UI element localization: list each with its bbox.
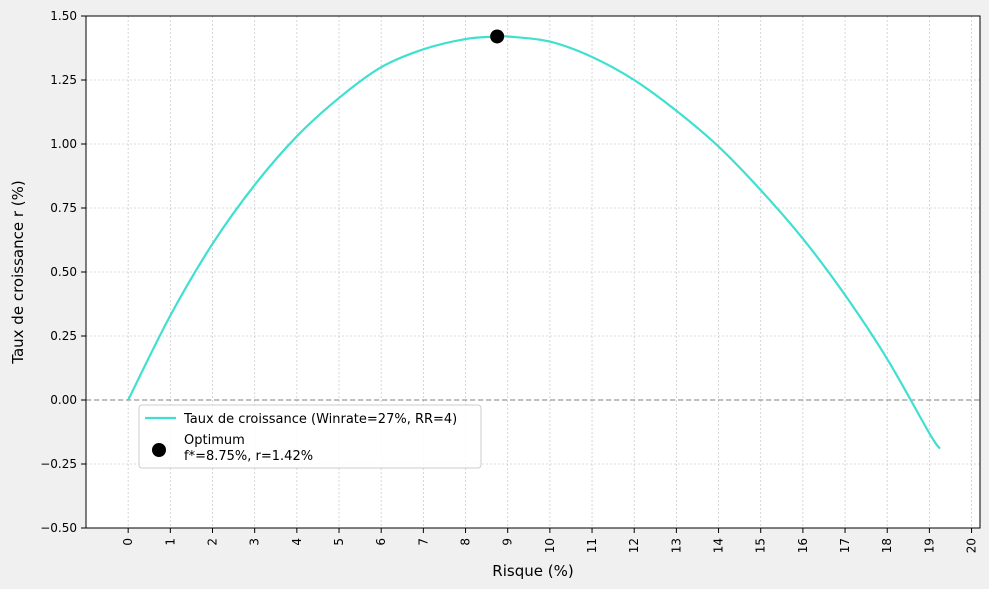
y-tick-label: 1.50 — [50, 9, 77, 23]
x-tick-label: 6 — [374, 538, 388, 546]
y-tick-label: 1.25 — [50, 73, 77, 87]
plot-frame — [85, 15, 981, 529]
x-tick-label: 8 — [459, 538, 473, 546]
legend: Taux de croissance (Winrate=27%, RR=4) O… — [138, 404, 482, 469]
x-tick-label: 10 — [543, 538, 557, 553]
x-tick-label: 1 — [163, 538, 177, 546]
x-tick-label: 9 — [501, 538, 515, 546]
x-tick-label: 16 — [796, 538, 810, 553]
x-tick-label: 19 — [922, 538, 936, 553]
y-tick-label: 0.25 — [50, 329, 77, 343]
growth-rate-line — [127, 34, 941, 450]
y-ticks: −0.50 −0.25 0.00 0.25 0.50 0.75 1.00 1.25 1.50 — [40, 9, 86, 535]
y-tick-label: 0.50 — [50, 265, 77, 279]
x-axis-label: Risque (%) — [492, 562, 573, 580]
x-tick-label: 7 — [416, 538, 430, 546]
legend-point-swatch — [152, 443, 166, 457]
x-tick-label: 14 — [712, 538, 726, 553]
y-tick-label: 1.00 — [50, 137, 77, 151]
x-tick-label: 12 — [627, 538, 641, 553]
y-tick-label: −0.50 — [40, 521, 77, 535]
legend-box — [138, 404, 482, 469]
legend-point-detail: f*=8.75%, r=1.42% — [184, 449, 313, 464]
y-axis-label: Taux de croissance r (%) — [9, 180, 27, 364]
legend-point-label: Optimum — [184, 433, 245, 448]
x-tick-label: 5 — [332, 538, 346, 546]
x-tick-label: 3 — [248, 538, 262, 546]
x-tick-label: 2 — [206, 538, 220, 546]
x-tick-label: 13 — [669, 538, 683, 553]
x-tick-label: 20 — [965, 538, 979, 553]
x-tick-label: 18 — [880, 538, 894, 553]
x-tick-label: 15 — [754, 538, 768, 553]
x-ticks: 0 1 2 3 4 5 6 7 8 9 10 11 12 13 14 15 16 17 18 19 20 — [121, 528, 979, 553]
optimum-point — [490, 29, 505, 44]
x-tick-label: 11 — [585, 538, 599, 553]
y-tick-label: −0.25 — [40, 457, 77, 471]
x-tick-label: 17 — [838, 538, 852, 553]
y-tick-label: 0.00 — [50, 393, 77, 407]
x-tick-label: 4 — [290, 538, 304, 546]
y-tick-label: 0.75 — [50, 201, 77, 215]
legend-line-label: Taux de croissance (Winrate=27%, RR=4) — [183, 412, 457, 427]
x-tick-label: 0 — [121, 538, 135, 546]
